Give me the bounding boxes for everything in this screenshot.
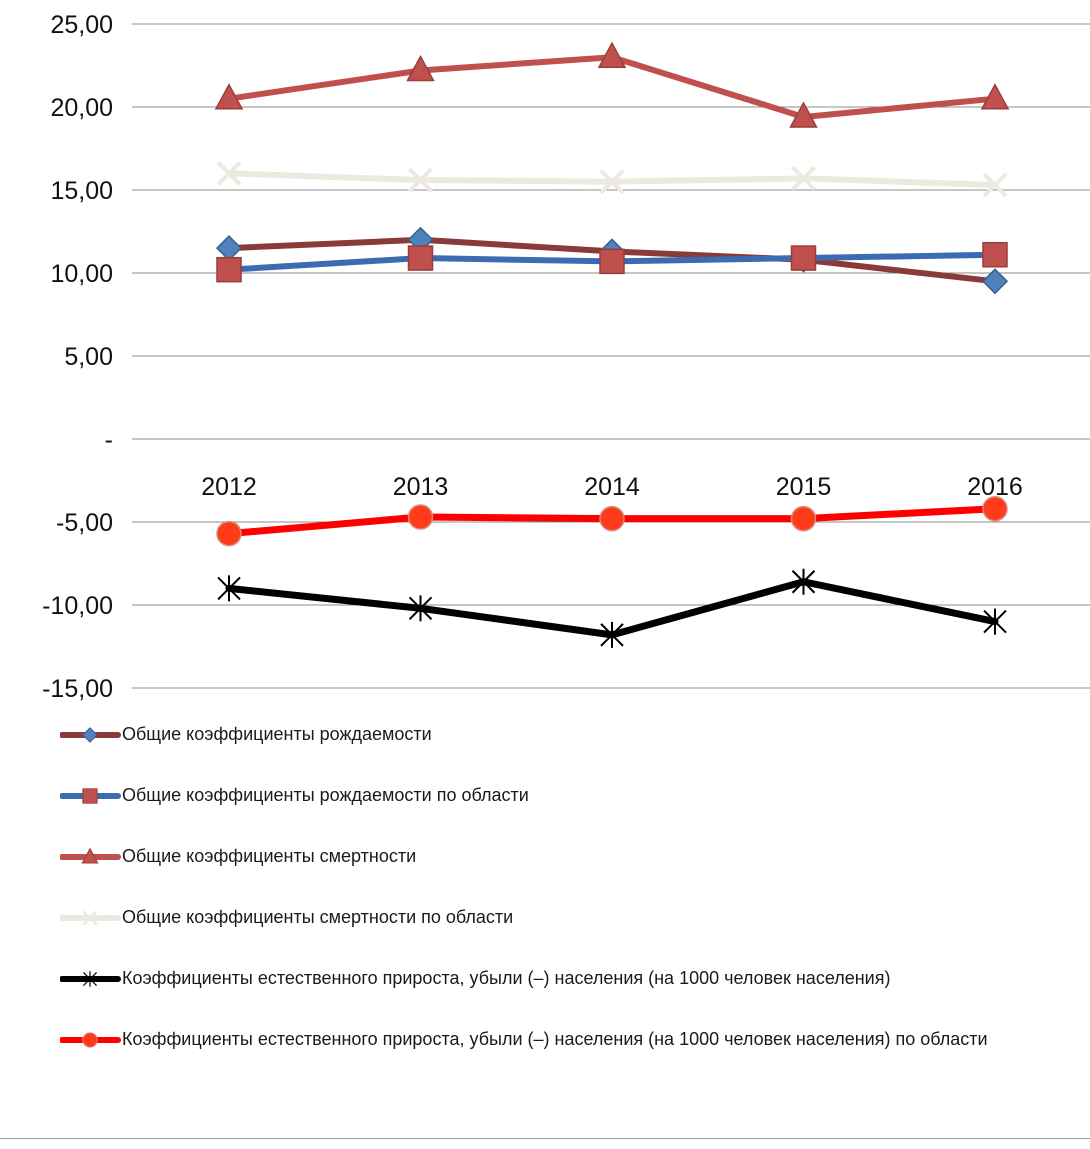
data-point-series-6 [407, 504, 434, 530]
data-point-series-3 [597, 41, 627, 68]
legend-swatch [60, 971, 121, 987]
data-point-series-5 [791, 568, 816, 595]
legend-label: Общие коэффициенты рождаемости по област… [122, 785, 529, 805]
legend-swatch [60, 727, 121, 743]
legend-label: Общие коэффициенты рождаемости [122, 724, 432, 744]
data-point-series-2 [407, 245, 434, 271]
legend-item: Общие коэффициенты рождаемости по област… [60, 783, 1080, 832]
y-tick-label: -15,00 [42, 675, 113, 703]
legend-label: Коэффициенты естественного прироста, убы… [122, 968, 891, 988]
data-point-series-2 [982, 241, 1008, 268]
data-point-series-5 [600, 621, 624, 648]
data-point-series-1 [215, 235, 243, 262]
line-chart: 25,00 20,00 15,00 10,00 5,00 - -5,00 -10,00 -15,… [42, 11, 1090, 703]
legend-item: Общие коэффициенты смертности [60, 844, 1080, 893]
data-point-series-6 [599, 505, 625, 532]
data-point-series-6 [790, 505, 817, 532]
data-point-series-2 [790, 245, 817, 271]
legend-item: Общие коэффициенты смертности по области [60, 905, 1080, 954]
data-point-series-5 [983, 608, 1007, 635]
y-tick-label: 20,00 [50, 94, 113, 122]
legend-swatch [60, 788, 121, 804]
legend-swatch [60, 910, 121, 926]
data-point-series-5 [217, 575, 241, 602]
data-point-series-4 [599, 169, 625, 195]
data-point-series-3 [980, 83, 1010, 110]
y-tick-label: 10,00 [50, 260, 113, 288]
y-tick-label: 25,00 [50, 11, 113, 39]
data-point-series-4 [216, 160, 242, 186]
gridlines [132, 23, 1090, 689]
y-tick-label: - [105, 426, 113, 454]
data-point-series-6 [216, 520, 242, 547]
x-tick-label: 2014 [584, 473, 640, 501]
x-tick-label: 2012 [201, 473, 257, 501]
legend-label: Коэффициенты естественного прироста, убы… [122, 1029, 988, 1049]
series-markers [214, 41, 1010, 648]
y-tick-label: 15,00 [50, 177, 113, 205]
x-tick-label: 2015 [776, 473, 832, 501]
data-point-series-6 [982, 495, 1008, 522]
legend-label: Общие коэффициенты смертности [122, 846, 417, 866]
chart-legend: Общие коэффициенты рождаемости Общие коэф… [60, 722, 1080, 1088]
x-axis: 2012 2013 2014 2015 2016 [201, 473, 1023, 501]
legend-label: Общие коэффициенты смертности по области [122, 907, 514, 927]
legend-item: Коэффициенты естественного прироста, убы… [60, 966, 1080, 1015]
y-axis: 25,00 20,00 15,00 10,00 5,00 - -5,00 -10,00 -15,… [42, 11, 113, 703]
data-point-series-4 [791, 165, 816, 191]
y-tick-label: -5,00 [56, 509, 113, 537]
legend-marker [82, 788, 98, 804]
data-point-series-4 [408, 167, 433, 193]
legend-marker [82, 910, 98, 926]
legend-marker [82, 1032, 98, 1048]
legend-item: Коэффициенты естественного прироста, убы… [60, 1027, 1080, 1076]
x-tick-label: 2013 [393, 473, 449, 501]
y-tick-label: -10,00 [42, 592, 113, 620]
bottom-divider [0, 1138, 1090, 1139]
data-point-series-5 [408, 595, 433, 622]
legend-swatch [60, 1032, 121, 1048]
data-point-series-3 [406, 54, 435, 82]
data-point-series-4 [982, 172, 1008, 198]
legend-marker [82, 727, 98, 743]
series-lines [225, 54, 999, 639]
legend-swatch [60, 847, 121, 864]
y-tick-label: 5,00 [64, 343, 113, 371]
data-point-series-1 [981, 268, 1009, 295]
data-point-series-2 [599, 248, 625, 275]
data-point-series-3 [214, 83, 244, 110]
data-point-series-3 [789, 101, 818, 128]
legend-marker [81, 847, 99, 864]
legend-marker [82, 971, 98, 987]
legend-item: Общие коэффициенты рождаемости [60, 722, 1080, 771]
data-point-series-2 [216, 256, 242, 283]
